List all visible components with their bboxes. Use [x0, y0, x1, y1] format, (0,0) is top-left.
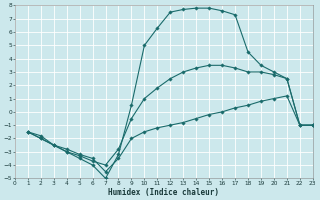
X-axis label: Humidex (Indice chaleur): Humidex (Indice chaleur) — [108, 188, 219, 197]
